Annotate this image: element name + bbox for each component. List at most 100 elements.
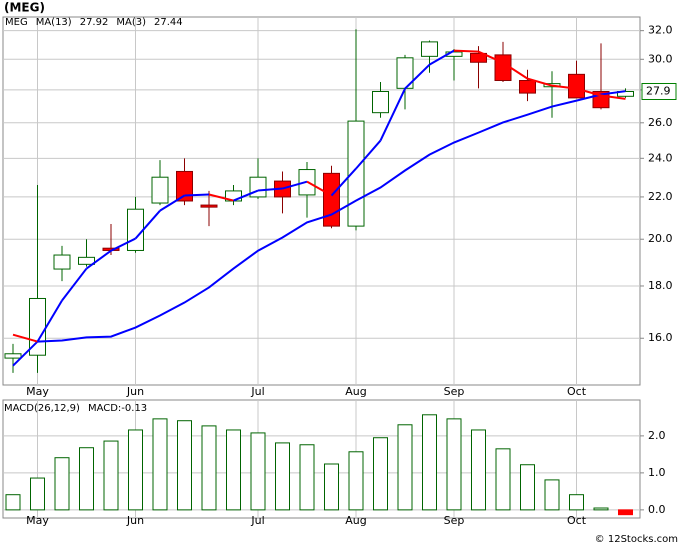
ma-segment: [257, 187, 283, 192]
legend-text: 27.44: [154, 17, 183, 28]
x-tick-label: Jun: [126, 514, 144, 527]
last-price-box: [641, 82, 677, 100]
ma-segment: [282, 180, 308, 190]
candle-body: [519, 80, 536, 94]
ma-segment: [110, 237, 136, 252]
x-tick-label: Jul: [250, 514, 264, 527]
ma-segment: [12, 333, 38, 343]
candle-body: [421, 41, 438, 57]
x-tick-label: Sep: [444, 514, 465, 527]
macd-bar: [544, 479, 560, 511]
y-tick-label: 2.0: [648, 429, 666, 442]
candle-body: [200, 204, 218, 208]
footer: © 12Stocks.com: [595, 534, 678, 545]
macd-title: MACD(26,12,9): [4, 403, 80, 414]
macd-bar: [373, 437, 388, 511]
macd-bar: [79, 447, 94, 511]
y-tick-label: 30.0: [648, 52, 673, 65]
ma-segment: [306, 180, 332, 197]
ma-segment: [85, 249, 112, 270]
macd-annotation: MACD:-0.13: [88, 403, 147, 414]
macd-bar: [250, 432, 266, 511]
y-tick-label: 16.0: [648, 331, 673, 344]
x-tick-label: May: [26, 514, 49, 527]
macd-bar: [201, 425, 217, 511]
ma-segment: [527, 77, 553, 87]
ma-segment: [134, 209, 161, 240]
candle-body: [568, 73, 585, 99]
macd-bar: [54, 457, 70, 511]
x-tick-label: Jun: [126, 385, 144, 398]
ma-segment: [429, 49, 455, 66]
macd-bar: [5, 494, 21, 511]
macd-panel: [2, 399, 641, 519]
legend-text: MA(13): [36, 17, 72, 28]
y-tick-label: 22.0: [648, 190, 673, 203]
macd-bar: [593, 507, 609, 511]
macd-bar: [520, 464, 535, 511]
y-tick-label: 18.0: [648, 279, 673, 292]
candle-body: [78, 256, 95, 265]
macd-bar: [152, 418, 168, 511]
macd-bar: [446, 418, 462, 511]
macd-bar: [226, 429, 241, 511]
x-tick-label: Aug: [345, 514, 366, 527]
ma-segment: [600, 94, 626, 100]
macd-bar: [422, 414, 437, 511]
ma-segment: [208, 193, 234, 202]
candle-body: [494, 54, 512, 82]
legend-text: 27.92: [80, 17, 109, 28]
candle-body: [372, 90, 389, 114]
chart-title: (MEG): [4, 1, 45, 15]
y-tick-label: 0.0: [648, 503, 666, 516]
macd-bar: [618, 509, 633, 516]
macd-bar: [348, 451, 364, 511]
ma-segment: [159, 194, 186, 212]
macd-bar: [299, 444, 315, 511]
y-tick-label: 32.0: [648, 24, 673, 37]
candle-body: [470, 52, 487, 63]
macd-bar: [471, 429, 486, 511]
x-tick-label: Oct: [567, 385, 587, 398]
candle-body: [225, 190, 242, 202]
ma-line: [12, 90, 626, 367]
ma-segment: [330, 167, 357, 197]
candle-body: [176, 170, 193, 202]
x-tick-label: Jul: [250, 385, 264, 398]
macd-bar: [128, 429, 143, 511]
ma-segment: [453, 49, 479, 53]
y-tick-label: 20.0: [648, 232, 673, 245]
y-tick-label: 1.0: [648, 466, 666, 479]
ma-segment: [355, 139, 382, 170]
ma-segment: [478, 50, 504, 64]
candle-body: [347, 120, 365, 227]
ma-segment: [551, 84, 577, 90]
price-panel: [2, 16, 641, 386]
legend-text: MA(3): [116, 17, 146, 28]
ma-segment: [233, 189, 259, 202]
ma-segment: [36, 300, 63, 343]
y-tick-label: 24.0: [648, 151, 673, 164]
candle-body: [323, 172, 340, 227]
ma-segment: [184, 193, 210, 197]
ma-segment: [576, 87, 602, 97]
macd-bar: [275, 442, 290, 511]
x-tick-label: Oct: [567, 514, 587, 527]
y-tick-label: 26.0: [648, 116, 673, 129]
macd-bar: [495, 448, 511, 511]
ma-segment: [61, 267, 88, 302]
macd-bar: [397, 424, 413, 511]
macd-bar: [324, 463, 339, 511]
legend-text: MEG: [5, 17, 28, 28]
x-tick-label: Sep: [444, 385, 465, 398]
candle-body: [53, 254, 71, 270]
x-tick-label: Aug: [345, 385, 366, 398]
macd-bar: [30, 477, 45, 511]
x-tick-label: May: [26, 385, 49, 398]
macd-bar: [103, 440, 119, 511]
ma-segment: [404, 63, 431, 90]
candle-body: [249, 176, 267, 198]
candle-body: [127, 208, 144, 251]
last-price: 27.9: [646, 84, 671, 97]
